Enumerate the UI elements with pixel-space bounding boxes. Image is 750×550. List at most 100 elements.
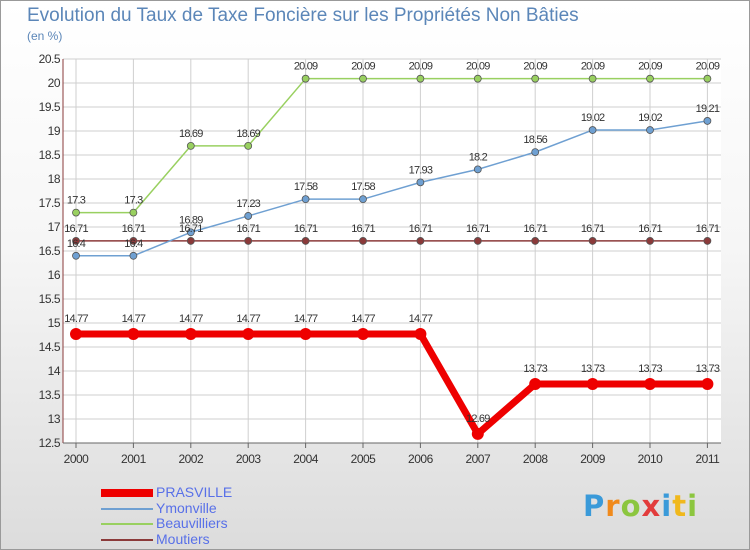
y-tick-label: 14.5 <box>39 340 61 354</box>
y-tick-label: 15.5 <box>39 292 61 306</box>
series-line-beauvilliers <box>76 77 708 214</box>
data-label: 16.71 <box>409 223 433 235</box>
x-tick-label: 2000 <box>64 452 90 466</box>
data-point <box>703 117 712 125</box>
data-label: 16.71 <box>179 223 203 235</box>
data-point <box>129 251 138 260</box>
series-line-ymonville <box>76 120 708 257</box>
data-point <box>244 237 253 245</box>
y-tick-label: 13 <box>48 412 61 426</box>
chart-title: Evolution du Taux de Taxe Foncière sur l… <box>27 5 579 26</box>
y-tick-label: 19 <box>48 124 61 138</box>
y-tick-label: 20 <box>48 76 61 90</box>
data-label: 18.69 <box>179 128 203 140</box>
data-point <box>301 195 310 204</box>
data-point <box>471 427 484 440</box>
y-tick-label: 15 <box>48 316 61 330</box>
data-label: 13.73 <box>581 363 605 375</box>
data-point <box>473 165 482 174</box>
data-label: 14.77 <box>64 313 88 325</box>
data-label: 14.77 <box>179 313 203 325</box>
data-label: 20.09 <box>523 61 547 73</box>
data-label: 20.09 <box>351 61 375 73</box>
data-point <box>701 377 714 390</box>
data-point <box>703 74 712 83</box>
data-label: 17.58 <box>294 181 318 193</box>
data-label: 17.3 <box>124 195 143 207</box>
data-point <box>244 141 253 150</box>
data-label: 18.69 <box>236 128 260 140</box>
y-tick-label: 14 <box>48 364 61 378</box>
x-tick-label: 2010 <box>638 452 664 466</box>
data-point <box>359 195 367 204</box>
data-label: 14.77 <box>122 313 146 325</box>
data-point <box>416 237 425 245</box>
data-point <box>186 237 195 245</box>
data-label: 16.71 <box>236 223 260 235</box>
data-point <box>359 74 367 83</box>
data-point <box>72 237 80 245</box>
data-point <box>529 377 542 390</box>
x-tick-label: 2004 <box>293 452 319 466</box>
data-point <box>301 237 310 245</box>
data-label: 13.73 <box>696 363 720 375</box>
data-label: 16.71 <box>466 223 490 235</box>
data-point <box>586 377 599 390</box>
data-point <box>416 74 425 83</box>
data-point <box>357 328 369 341</box>
legend-swatch <box>101 538 153 541</box>
data-label: 14.77 <box>409 313 433 325</box>
data-label: 19.21 <box>696 103 720 115</box>
data-point <box>531 74 540 83</box>
x-tick-label: 2011 <box>695 452 720 466</box>
data-label: 17.23 <box>236 198 260 210</box>
data-label: 19.02 <box>638 112 662 124</box>
data-point <box>301 74 310 83</box>
legend-label: Moutiers <box>156 530 210 547</box>
data-point <box>70 328 82 341</box>
x-tick-label: 2008 <box>523 452 549 466</box>
data-label: 16.71 <box>294 223 318 235</box>
data-point <box>186 141 195 150</box>
data-point <box>646 126 654 134</box>
data-label: 18.56 <box>523 134 547 146</box>
data-point <box>416 178 425 187</box>
legend-swatch <box>101 489 153 497</box>
data-label: 16.71 <box>638 223 662 235</box>
data-label: 14.77 <box>351 313 375 325</box>
series-line-prasville <box>76 330 708 438</box>
data-point <box>588 74 597 83</box>
x-tick-label: 2007 <box>465 452 491 466</box>
y-tick-label: 12.5 <box>39 436 61 450</box>
y-tick-label: 13.5 <box>39 388 61 402</box>
data-label: 17.3 <box>67 195 86 207</box>
data-label: 20.09 <box>696 61 720 73</box>
x-tick-label: 2003 <box>236 452 262 466</box>
data-point <box>646 74 654 83</box>
data-label: 16.71 <box>122 223 146 235</box>
y-tick-label: 17.5 <box>39 196 61 210</box>
data-label: 20.09 <box>294 61 318 73</box>
data-point <box>299 328 312 341</box>
data-label: 14.77 <box>294 313 318 325</box>
proxiti-logo: Proxiti <box>583 489 699 523</box>
legend-swatch <box>101 523 153 525</box>
data-label: 14.77 <box>236 313 260 325</box>
data-label: 16.89 <box>179 214 203 226</box>
data-label: 19.02 <box>581 112 605 124</box>
data-point <box>244 212 253 220</box>
data-label: 16.71 <box>581 223 605 235</box>
data-point <box>531 148 540 157</box>
data-point <box>531 237 540 245</box>
y-tick-label: 18 <box>48 172 61 186</box>
x-tick-label: 2005 <box>351 452 377 466</box>
data-label: 17.93 <box>409 164 433 176</box>
x-tick-label: 2001 <box>121 452 147 466</box>
data-label: 16.71 <box>696 223 720 235</box>
data-point <box>242 328 255 341</box>
data-point <box>72 208 80 217</box>
data-label: 20.09 <box>466 61 490 73</box>
y-tick-label: 16 <box>48 268 61 282</box>
